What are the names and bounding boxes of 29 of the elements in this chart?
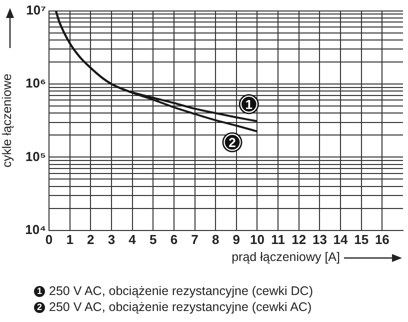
x-tick-label: 8	[212, 232, 220, 247]
annotation: 2	[228, 134, 236, 150]
y-tick-label: 10⁵	[25, 148, 46, 164]
annotation: 1	[245, 96, 253, 112]
x-tick-label: 14	[333, 232, 349, 247]
text: 2	[36, 302, 42, 312]
y-tick-label: 10⁷	[26, 2, 46, 18]
x-tick-label: 15	[354, 232, 369, 247]
x-tick-label: 4	[128, 232, 137, 247]
x-tick-label: 3	[108, 232, 116, 247]
text: 1	[36, 286, 42, 296]
legend-label: 250 V AC, obciążenie rezystancyjne (cewki DC)	[49, 283, 314, 299]
x-tick-label: 6	[170, 232, 178, 247]
x-axis-title: prąd łączeniowy [A]	[232, 250, 340, 264]
y-tick-label: 10⁴	[25, 222, 46, 237]
y-tick-label: 10⁶	[26, 76, 46, 91]
x-tick-label: 16	[374, 232, 390, 247]
x-tick-label: 5	[150, 232, 157, 247]
x-tick-label: 9	[232, 232, 240, 247]
x-tick-label: 10	[250, 232, 264, 247]
x-tick-label: 0	[45, 232, 53, 247]
x-tick-label: 1	[66, 232, 74, 247]
y-axis-title: cykle łączeniowe	[0, 74, 14, 168]
x-tick-label: 12	[292, 232, 306, 247]
x-tick-label: 11	[271, 232, 285, 247]
legend-label: 250 V AC, obciążenie rezystancyjne (cewki AC)	[49, 299, 312, 315]
x-tick-label: 2	[87, 232, 94, 247]
x-tick-label: 7	[191, 232, 198, 247]
x-tick-label: 13	[312, 232, 327, 247]
